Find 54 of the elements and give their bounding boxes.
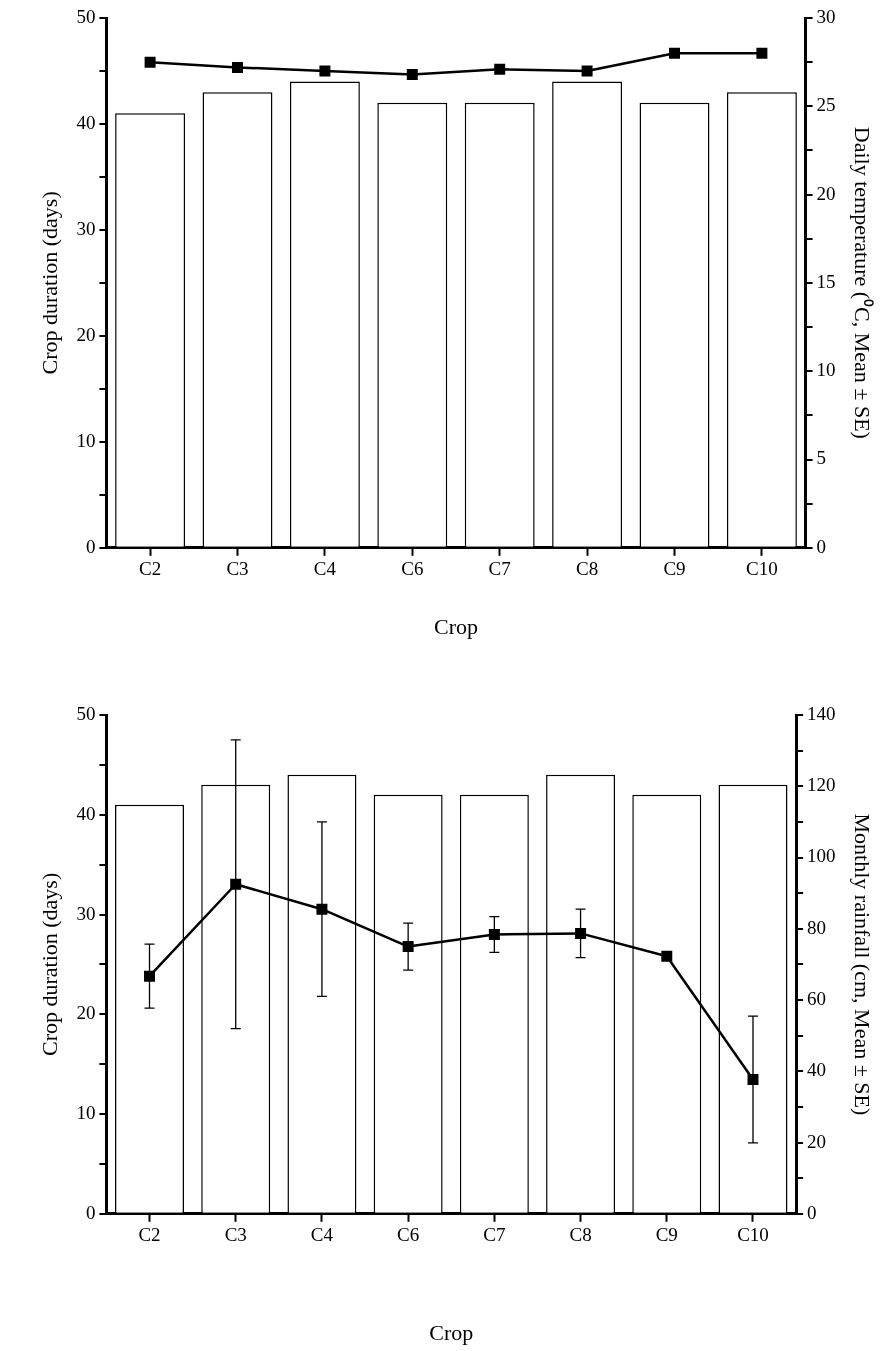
y2-tick-label: 60 xyxy=(807,988,827,1010)
x-tick-label: C3 xyxy=(224,1224,247,1246)
y-tick-label: 20 xyxy=(76,323,96,345)
y-axis-title: Crop duration (days) xyxy=(36,191,62,375)
y2-tick-label: 10 xyxy=(816,359,836,381)
x-axis-title: Crop xyxy=(429,1319,474,1345)
y-tick-label: 30 xyxy=(76,902,96,924)
x-tick-label: C10 xyxy=(737,1224,769,1246)
y2-tick-label: 100 xyxy=(807,845,836,867)
point xyxy=(575,927,587,939)
x-tick-label: C9 xyxy=(663,558,686,580)
point xyxy=(144,970,155,982)
y2-tick-label: 25 xyxy=(816,94,836,116)
y-tick-label: 10 xyxy=(76,429,96,451)
y-tick-label: 0 xyxy=(85,1201,96,1223)
x-tick-label: C4 xyxy=(310,1224,334,1246)
y-tick-label: 20 xyxy=(76,1002,96,1024)
point xyxy=(230,878,242,890)
x-tick-label: C8 xyxy=(576,558,599,580)
x-tick-label: C6 xyxy=(397,1224,420,1246)
y-axis-title: Crop duration (days) xyxy=(36,872,62,1057)
y-tick-label: 0 xyxy=(85,535,96,557)
y2-tick-label: 20 xyxy=(816,182,836,204)
y2-tick-label: 40 xyxy=(807,1059,827,1081)
x-tick-label: C3 xyxy=(226,558,249,580)
x-tick-label: C2 xyxy=(138,1224,161,1246)
y2-tick-label: 80 xyxy=(807,916,827,938)
x-tick-label: C6 xyxy=(401,558,424,580)
y2-tick-label: 20 xyxy=(807,1130,827,1152)
point xyxy=(661,950,673,962)
y2-tick-label: 140 xyxy=(807,702,836,724)
y-tick-label: 30 xyxy=(76,217,96,239)
y2-tick-label: 5 xyxy=(816,447,827,469)
y2-tick-label: 120 xyxy=(807,774,836,796)
x-tick-label: C2 xyxy=(139,558,162,580)
x-tick-label: C7 xyxy=(488,558,511,580)
y2-tick-label: 30 xyxy=(816,5,836,27)
y-tick-label: 10 xyxy=(76,1102,96,1124)
y-tick-label: 50 xyxy=(76,5,96,27)
x-axis-title: Crop xyxy=(434,613,478,639)
y-tick-label: 50 xyxy=(76,702,96,724)
y2-axis-title: Monthly rainfall (cm, Mean ± SE) xyxy=(850,813,876,1116)
x-tick-label: C8 xyxy=(569,1224,592,1246)
x-tick-label: C7 xyxy=(483,1224,506,1246)
point xyxy=(488,928,500,940)
x-tick-label: C10 xyxy=(746,558,778,580)
x-tick-label: C4 xyxy=(313,558,337,580)
x-tick-label: C9 xyxy=(655,1224,678,1246)
y-tick-label: 40 xyxy=(76,111,96,133)
y2-tick-label: 15 xyxy=(816,270,836,292)
y2-tick-label: 0 xyxy=(807,1201,817,1223)
y2-tick-label: 0 xyxy=(816,535,827,557)
y2-axis-title: Daily temperature (⁰C, Mean ± SE) xyxy=(850,126,876,439)
y-tick-label: 40 xyxy=(76,802,96,824)
